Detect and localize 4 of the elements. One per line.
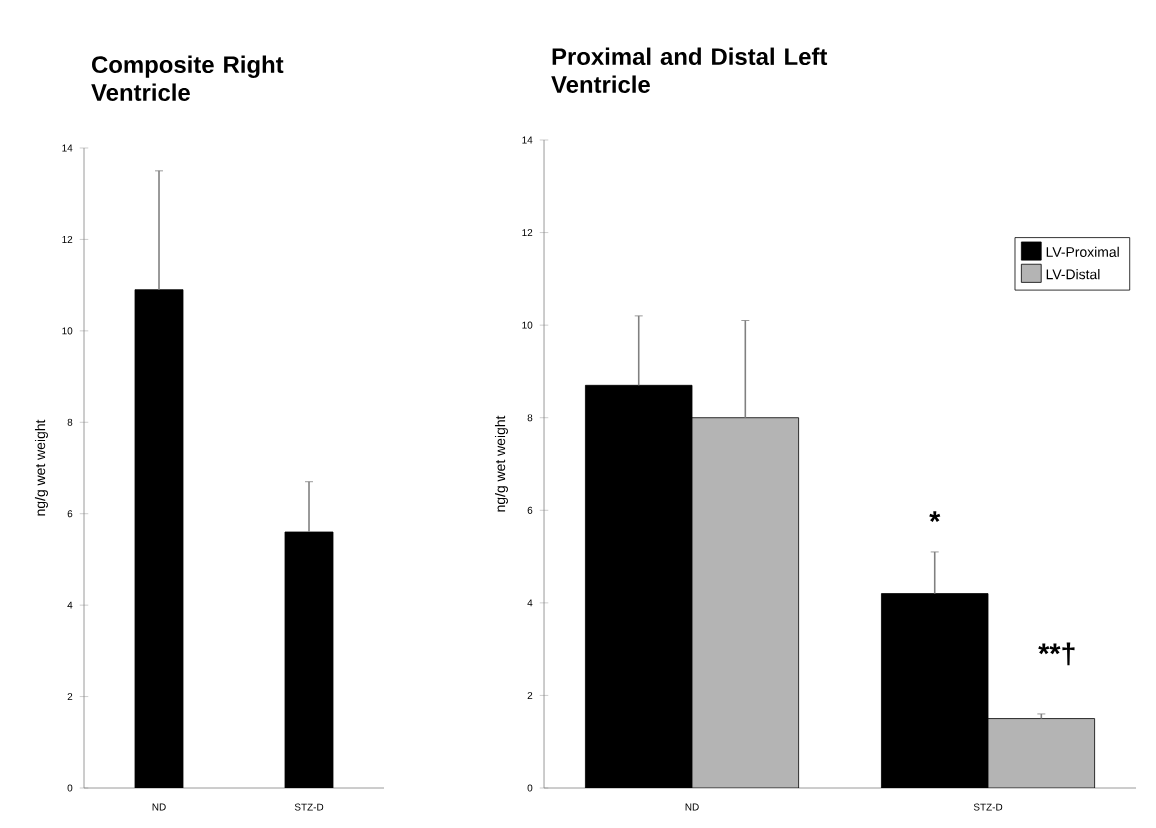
chart-title: Composite Right Ventricle: [91, 55, 284, 101]
annotation: *: [929, 511, 941, 522]
chart-title: Proximal and Distal Left Ventricle: [551, 47, 828, 93]
annotation: **†: [1038, 642, 1075, 666]
